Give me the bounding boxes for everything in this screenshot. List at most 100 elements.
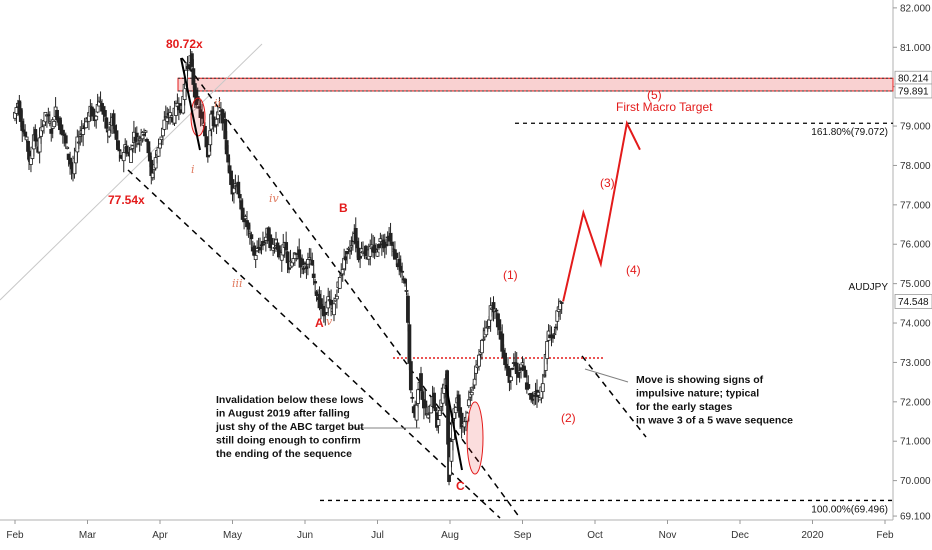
candle-body [356,247,361,261]
candle-body [310,259,315,266]
candle-body [232,187,236,194]
candle-body [400,270,405,273]
price-tick-label: 70.000 [900,476,931,487]
candle-body [65,146,70,150]
candle-body [111,113,116,126]
time-tick-label: Mar [79,530,97,541]
price-axis[interactable]: 82.00081.00080.00079.00078.00077.00076.0… [893,3,932,523]
price-tick-label: 78.000 [900,161,931,172]
candle-body [284,242,289,251]
candle-body [472,378,477,386]
candle-body [63,135,68,144]
price-tick-label: 72.000 [900,397,931,408]
wave-a-label: A [315,316,324,330]
wave-3-label: (3) [600,176,615,190]
fib-level-label: 100.00%(69.496) [811,504,888,515]
time-tick-label: Feb [876,530,894,541]
note-line: in August 2019 after falling [216,408,350,420]
fib-levels: 161.80%(79.072) 100.00%(69.496) [320,122,893,515]
candle-body [345,250,349,255]
impulse-arrow-2 [445,384,463,471]
wave-2-label: (2) [561,411,576,425]
note-line: Move is showing signs of [636,374,764,386]
candle-body [297,249,302,258]
candle-body [477,354,481,367]
candle-body [107,129,112,137]
candle-body [404,290,409,292]
time-tick-label: Oct [587,530,603,541]
candle-body [253,255,258,261]
candle-body [545,341,550,359]
candle-body [559,302,564,304]
time-tick-label: Dec [731,530,749,541]
candle-body [394,252,399,259]
price-tick-label: 71.000 [900,437,931,448]
candle-body [81,128,86,135]
time-tick-label: Sep [514,530,532,541]
price-tick-label: 69.100 [900,512,931,523]
note-line: still doing enough to confirm [216,435,361,447]
candle-body [158,143,162,149]
candle-body [436,419,441,426]
resistance-zone [177,77,894,92]
wave-sub-v-label: v [326,315,333,328]
price-tick-label: 81.000 [900,43,931,54]
wave-1-label: (1) [503,268,518,282]
candle-body [508,376,513,382]
candle-body [37,137,42,153]
candle-body [236,181,241,195]
candle-body [204,136,209,148]
impulse-arrow-1 [180,57,201,151]
wave-sub-iii-label: iii [232,277,243,290]
candle-body [552,333,557,336]
candle-body [26,140,30,152]
candle-body [540,383,545,393]
note-line: the ending of the sequence [216,448,352,460]
time-axis[interactable]: Feb Mar Apr May Jun Jul Aug Sep Oct Nov Dec 2020 Feb [6,520,894,541]
low-label: 77.54x [108,193,145,207]
candle-body [84,121,88,129]
candle-body [249,234,254,240]
candle-body [319,298,323,309]
candle-body [208,130,213,146]
high-label: 80.72x [166,37,203,51]
candle-body [374,248,378,251]
time-tick-label: Jul [371,530,384,541]
resistance-zone-rect [177,77,894,92]
wave-sub-iv-label: iv [269,192,280,205]
candle-body [300,258,305,266]
candle-body [134,132,139,138]
price-tag-box [894,83,932,99]
candle-body [334,295,339,300]
fib-level-label: 161.80%(79.072) [811,127,888,138]
candle-body [313,281,318,284]
invalidation-note: Invalidation below these lows in August 2… [215,394,364,460]
time-tick-label: Aug [441,530,459,541]
candle-body [479,339,484,354]
candle-body [408,361,413,391]
candle-body [203,125,207,137]
candle-body [375,251,380,257]
wave-b-label: B [339,201,348,215]
candle-body [117,149,122,152]
price-tag-label: 79.891 [898,86,929,97]
note-line: for the early stages [636,401,732,413]
symbol-label: AUDJPY [849,282,889,293]
candle-body [449,441,454,462]
wave-sub-i-label: i [191,163,195,176]
price-tag-box [894,294,932,309]
wave-projection-path [562,120,641,302]
channel-lower-line [127,169,501,519]
candle-body [526,384,531,389]
candle-body [103,110,107,117]
candle-body [332,303,336,316]
wave-4-label: (4) [626,263,641,277]
candle-body [129,149,133,163]
impulsive-note: Move is showing signs of impulsive nature… [636,374,793,427]
right-note-pointer [584,368,629,383]
candle-body [497,319,502,331]
time-tick-label: Jun [297,530,313,541]
candle-body [510,367,515,370]
candle-body [104,117,109,129]
